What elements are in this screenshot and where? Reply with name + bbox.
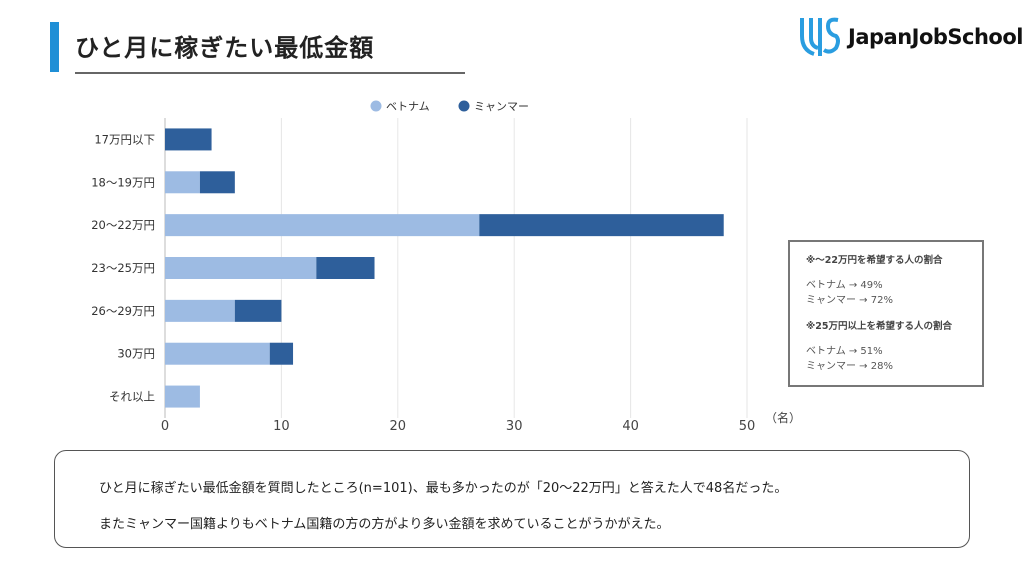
bar-vietnam	[165, 299, 235, 322]
x-axis-labels: 0 10 20 30 40 50 （名）	[161, 410, 801, 434]
note-vietnam-under22: ベトナム → 49%	[806, 280, 883, 291]
logo: JapanJobSchool	[800, 16, 1024, 58]
bar-vietnam	[165, 257, 317, 279]
summary-box: ひと月に稼ぎたい最低金額を質問したところ(n=101)、最も多かったのが「20〜…	[54, 450, 970, 548]
y-tick-label: 18〜19万円	[91, 175, 155, 189]
note-vietnam-over25: ベトナム → 51%	[806, 346, 883, 357]
title-underline	[75, 72, 465, 74]
x-tick-label: 50	[739, 419, 756, 434]
x-tick-label: 20	[390, 419, 407, 434]
legend-marker	[370, 100, 382, 112]
bar-myanmar	[234, 299, 282, 322]
logo-text: JapanJobSchool	[848, 25, 1024, 49]
legend-label: ミャンマー	[474, 100, 529, 113]
bar-vietnam	[165, 385, 200, 408]
bar-myanmar	[479, 214, 724, 237]
bar-myanmar	[199, 171, 235, 194]
y-tick-label: 20〜22万円	[91, 218, 155, 232]
y-tick-label: 17万円以下	[94, 132, 155, 146]
bar-vietnam	[165, 171, 200, 194]
y-tick-label: 30万円	[117, 347, 155, 361]
x-tick-label: 40	[622, 419, 639, 434]
x-axis-unit: （名）	[765, 410, 801, 425]
page-title: ひと月に稼ぎたい最低金額	[75, 34, 375, 62]
y-axis-labels: 17万円以下 18〜19万円 20〜22万円 23〜25万円 26〜29万円 30万円それ…	[91, 132, 155, 403]
logo-mark-icon	[800, 17, 840, 56]
x-tick-label: 30	[506, 419, 523, 434]
summary-line-1: ひと月に稼ぎたい最低金額を質問したところ(n=101)、最も多かったのが「20〜…	[99, 481, 788, 496]
legend-marker	[458, 100, 470, 112]
chart-legend: ベトナム ミャンマー	[370, 100, 529, 113]
note-myanmar-over25: ミャンマー → 28%	[806, 361, 893, 372]
note-heading-over25: ※25万円以上を希望する人の割合	[806, 321, 952, 332]
note-box: ※〜22万円を希望する人の割合 ベトナム → 49% ミャンマー → 72% ※…	[788, 240, 984, 387]
y-tick-label: 26〜29万円	[91, 304, 155, 318]
legend-label: ベトナム	[386, 100, 430, 113]
note-myanmar-under22: ミャンマー → 72%	[806, 295, 893, 306]
summary-line-2: またミャンマー国籍よりもベトナム国籍の方の方がより多い金額を求めていることがうか…	[99, 517, 670, 532]
note-heading-under22: ※〜22万円を希望する人の割合	[806, 255, 943, 266]
chart-grid	[164, 118, 748, 418]
bar-myanmar	[269, 342, 294, 365]
x-tick-label: 0	[161, 419, 169, 434]
y-tick-label: それ以上	[109, 390, 155, 404]
chart-bars	[165, 128, 724, 408]
bar-myanmar	[165, 128, 212, 151]
bar-vietnam	[165, 342, 270, 365]
bar-vietnam	[165, 214, 480, 237]
title-accent-bar	[50, 22, 59, 72]
x-tick-label: 10	[273, 419, 290, 434]
bar-myanmar	[316, 257, 375, 279]
y-tick-label: 23〜25万円	[91, 261, 155, 275]
